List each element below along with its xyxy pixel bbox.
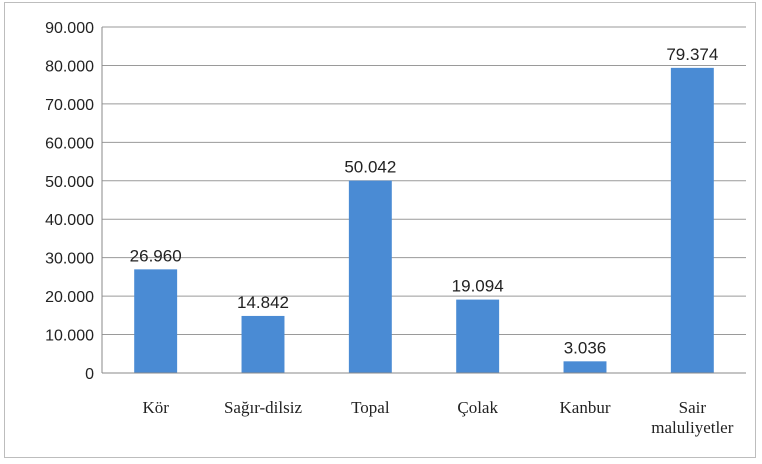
data-labels: 26.960 14.842 50.042 19.094 3.036 79.374: [130, 45, 719, 357]
y-tick-label: 20.000: [45, 289, 94, 306]
data-label: 14.842: [237, 293, 289, 312]
bar: [456, 299, 500, 373]
x-tick-label: maluliyetler: [651, 418, 733, 437]
bar: [134, 269, 178, 373]
y-tick-label: 80.000: [45, 58, 94, 75]
data-label: 26.960: [130, 246, 182, 265]
y-tick-label: 50.000: [45, 174, 94, 191]
x-tick-label: Sair: [679, 398, 707, 417]
data-label: 50.042: [344, 158, 396, 177]
y-tick-label: 30.000: [45, 251, 94, 268]
y-tick-label: 0: [85, 366, 94, 383]
data-label: 19.094: [452, 277, 504, 296]
x-tick-label: Sağır-dilsiz: [224, 398, 302, 417]
y-tick-label: 40.000: [45, 212, 94, 229]
y-tick-label: 60.000: [45, 135, 94, 152]
y-tick-label: 10.000: [45, 328, 94, 345]
y-tick-label: 90.000: [45, 20, 94, 37]
bar: [563, 361, 607, 373]
bar: [241, 315, 285, 373]
bars: [134, 67, 714, 373]
bar: [670, 67, 714, 373]
y-tick-label: 70.000: [45, 97, 94, 114]
data-label: 3.036: [564, 338, 607, 357]
x-tick-label: Kör: [142, 398, 169, 417]
bar: [348, 180, 392, 373]
x-axis: Kör Sağır-dilsiz Topal Çolak Kanbur Sairmalul…: [102, 372, 746, 437]
x-tick-label: Kanbur: [560, 398, 611, 417]
x-tick-label: Çolak: [457, 398, 498, 417]
y-axis: 0 10.000 20.000 30.000 40.000 50.000 60.000 70.…: [45, 20, 103, 383]
gridlines: [102, 26, 746, 336]
data-label: 79.374: [666, 45, 718, 64]
x-tick-label: Topal: [351, 398, 390, 417]
